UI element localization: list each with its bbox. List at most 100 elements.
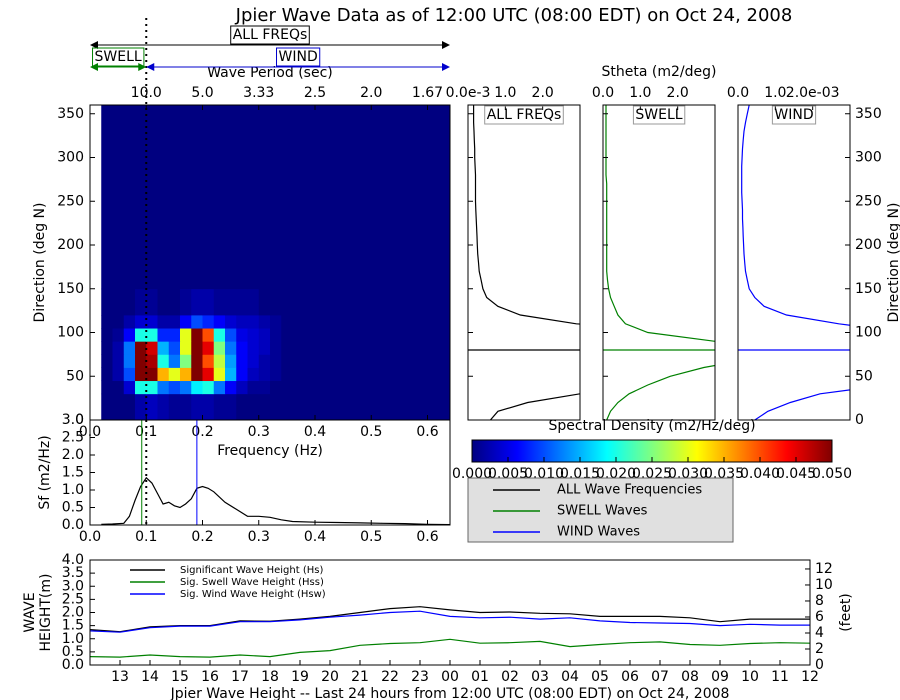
heatmap-cell — [101, 341, 113, 355]
heatmap-cell — [168, 341, 181, 355]
heatmap-cell — [270, 380, 282, 395]
heatmap-cell — [202, 315, 215, 329]
heatmap-cell — [112, 380, 125, 395]
x-tick-label: 5.0 — [191, 85, 213, 101]
colorbar-label: Spectral Density (m2/Hz/deg) — [548, 418, 755, 434]
y-tick-label: 150 — [57, 281, 84, 297]
heatmap-cell — [180, 380, 192, 395]
heatmap-cell — [168, 105, 181, 290]
y-tick-label: 0.0 — [62, 657, 84, 673]
y-tick-label: 6 — [815, 609, 824, 625]
label-box — [632, 105, 686, 125]
axes-frame — [602, 104, 716, 421]
heatmap-cell — [146, 341, 158, 355]
heatmap-cell — [258, 367, 271, 382]
heatmap-cell — [247, 354, 260, 368]
heatmap-cell — [258, 341, 271, 355]
y-tick-label: 300 — [57, 150, 84, 166]
heatmap-cell — [135, 354, 147, 368]
x-tick-label: 0.4 — [304, 424, 326, 440]
x-tick-label: 0.6 — [416, 424, 438, 440]
heatmap-cell — [123, 288, 136, 316]
heatmap-cell — [112, 341, 125, 355]
x-tick-label: 0.045 — [776, 466, 816, 482]
heatmap-cell — [225, 105, 237, 290]
heatmap-cell — [101, 354, 113, 368]
axis-label: Direction (deg N) — [886, 203, 900, 323]
heatmap-cell — [281, 393, 450, 420]
x-tick-label: 11 — [771, 669, 789, 685]
heatmap-cell — [247, 288, 260, 316]
heatmap-cell — [191, 354, 203, 368]
y-tick-label: 1.5 — [62, 618, 84, 634]
x-tick-label: 0.0 — [727, 85, 749, 101]
heatmap-cell — [101, 380, 113, 395]
x-tick-label: 02 — [501, 669, 519, 685]
y-tick-label: 250 — [855, 193, 882, 209]
y-tick-label: 200 — [855, 237, 882, 253]
heatmap-cell — [191, 328, 203, 342]
heatmap-cell — [135, 328, 147, 342]
heatmap-cell — [112, 328, 125, 342]
profile-line — [741, 105, 850, 420]
axis-label: (feet) — [838, 593, 854, 632]
heatmap-cell — [180, 393, 192, 420]
y-tick-label: 50 — [855, 368, 873, 384]
x-tick-label: 17 — [231, 669, 249, 685]
y-tick-label: 100 — [855, 325, 882, 341]
x-tick-label: 2.0 — [532, 85, 554, 101]
heatmap-cell — [157, 288, 170, 316]
heatmap-cell — [247, 380, 260, 395]
chart-title: Jpier Wave Data as of 12:00 UTC (08:00 E… — [235, 5, 793, 26]
x-tick-label: 0.3 — [248, 424, 270, 440]
y-tick-label: 300 — [855, 150, 882, 166]
heatmap-cell — [202, 367, 215, 382]
heatmap-cell — [123, 315, 136, 329]
heatmap-cell — [213, 288, 226, 316]
heatmap-cell — [281, 288, 450, 316]
y-tick-label: 350 — [855, 106, 882, 122]
x-tick-label: 12 — [801, 669, 819, 685]
x-tick-label: 2.5 — [304, 85, 326, 101]
x-tick-label: 09 — [711, 669, 729, 685]
profile-panel — [605, 105, 715, 420]
heatmap-cell — [258, 393, 271, 420]
annotation-label: WIND — [279, 49, 318, 65]
legend-label: SWELL Waves — [557, 504, 648, 519]
y-tick-label: 3.0 — [62, 412, 84, 428]
heatmap-cell — [146, 393, 158, 420]
heatmap-cell — [225, 328, 237, 342]
line — [101, 476, 450, 525]
heatmap-cell — [135, 105, 147, 290]
x-axis-label: Frequency (Hz) — [217, 443, 323, 459]
y-tick-label: 0.5 — [62, 644, 84, 660]
label-box — [771, 105, 817, 125]
x-tick-label: 0.5 — [360, 529, 382, 545]
heatmap-cell — [236, 380, 248, 395]
heatmap-cell — [281, 341, 450, 355]
x-tick-label: 23 — [411, 669, 429, 685]
heatmap-cell — [180, 341, 192, 355]
heatmap-cell — [236, 288, 248, 316]
x-tick-label: 08 — [681, 669, 699, 685]
heatmap-cell — [135, 380, 147, 395]
profile-panel — [741, 105, 850, 420]
heatmap-cell — [236, 315, 248, 329]
x-tick-label: 3.33 — [243, 85, 274, 101]
axis-label: Sf (m2/Hz) — [37, 435, 53, 509]
axis-label: WAVE — [22, 592, 38, 632]
y-tick-label: 2.0 — [62, 447, 84, 463]
heatmap-cell — [213, 354, 226, 368]
x-tick-label: 19 — [291, 669, 309, 685]
heatmap-cell — [202, 341, 215, 355]
heatmap-cell — [236, 393, 248, 420]
heatmap-cell — [168, 393, 181, 420]
x-tick-label: 0.2 — [191, 529, 213, 545]
y-tick-label: 2.5 — [62, 591, 84, 607]
y-tick-label: 50 — [66, 368, 84, 384]
x-tick-label: 00 — [441, 669, 459, 685]
heatmap-cell — [202, 354, 215, 368]
heatmap-cell — [247, 315, 260, 329]
x-tick-label: 0.0 — [79, 529, 101, 545]
